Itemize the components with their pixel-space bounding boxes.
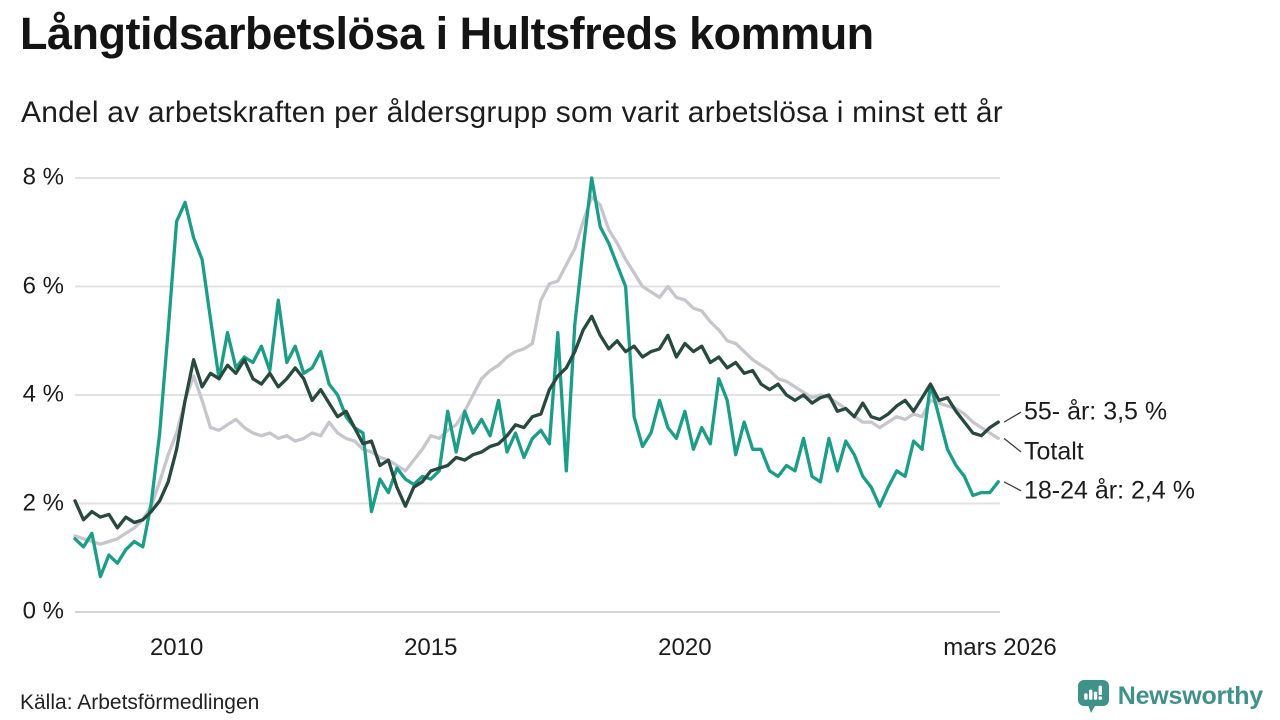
series-end-label-55-plus: 55- år: 3,5 % bbox=[1024, 397, 1168, 426]
series-end-label-totalt: Totalt bbox=[1024, 437, 1084, 466]
page-title: Långtidsarbetslösa i Hultsfreds kommun bbox=[20, 8, 874, 59]
line-55--r bbox=[73, 314, 1000, 530]
source-note: Källa: Arbetsförmedlingen bbox=[20, 691, 260, 714]
line-18-24-r bbox=[73, 176, 1000, 579]
end-label-connector bbox=[1003, 437, 1022, 453]
end-label-connector bbox=[1003, 411, 1022, 423]
newsworthy-logo[interactable]: Newsworthy bbox=[1077, 679, 1263, 714]
y-axis-tick-label: 4 % bbox=[22, 380, 64, 408]
x-axis-tick-label: 2020 bbox=[658, 634, 712, 661]
line-totalt bbox=[73, 195, 1000, 546]
y-axis-tick-label: 0 % bbox=[22, 597, 64, 625]
y-axis-tick-label: 2 % bbox=[22, 488, 64, 516]
series-end-label-18-24: 18-24 år: 2,4 % bbox=[1024, 476, 1195, 505]
y-axis-tick-label: 8 % bbox=[22, 163, 64, 191]
x-axis-tick-label: 2010 bbox=[149, 634, 204, 661]
newsworthy-wordmark: Newsworthy bbox=[1117, 682, 1263, 710]
x-axis-tick-label: 2015 bbox=[404, 634, 458, 661]
newsworthy-icon bbox=[1077, 680, 1109, 713]
x-axis-tick-label: mars 2026 bbox=[943, 634, 1057, 661]
y-axis-tick-label: 6 % bbox=[22, 271, 64, 299]
end-label-connector bbox=[1003, 481, 1022, 492]
page-subtitle: Andel av arbetskraften per åldersgrupp s… bbox=[21, 96, 1003, 129]
